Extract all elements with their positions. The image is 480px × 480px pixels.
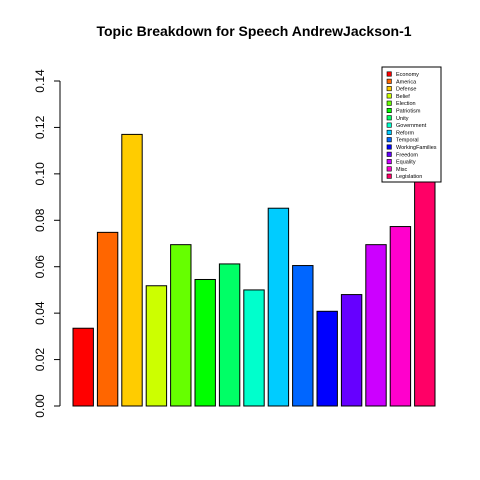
bar-defense	[121, 133, 143, 407]
y-tick-label: 0.10	[33, 162, 47, 186]
legend-label: America	[396, 79, 417, 85]
legend-label: Election	[396, 101, 416, 107]
legend-box	[381, 66, 442, 183]
bar-workingfamilies	[316, 310, 338, 407]
bar-misc	[389, 226, 412, 407]
bar-temporal	[292, 265, 314, 407]
legend-swatch	[386, 144, 392, 150]
legend-label: Government	[396, 123, 427, 129]
legend-swatch	[386, 129, 392, 135]
legend-swatch	[386, 86, 392, 92]
legend-label: Misc	[396, 167, 408, 173]
legend-swatch	[386, 173, 392, 179]
bar-america	[96, 231, 119, 407]
legend-swatch	[386, 108, 392, 114]
bar-election	[170, 244, 192, 407]
bar-government	[243, 289, 265, 407]
y-tick-label: 0.04	[33, 301, 47, 325]
legend-label: WorkingFamilies	[396, 145, 437, 151]
y-tick-label: 0.02	[33, 348, 47, 372]
legend-label: Equality	[396, 160, 416, 166]
legend-swatch	[386, 159, 392, 165]
legend-swatch	[386, 100, 392, 106]
legend-label: Freedom	[396, 152, 418, 158]
bars	[72, 133, 436, 407]
bar-reform	[267, 207, 290, 407]
legend-swatch	[386, 78, 392, 84]
legend-swatch	[386, 122, 392, 128]
legend-swatch	[386, 151, 392, 157]
legend-label: Unity	[396, 116, 409, 122]
y-tick-label: 0.08	[33, 208, 47, 232]
bar-freedom	[340, 294, 363, 407]
y-tick-label: 0.00	[33, 394, 47, 418]
bar-unity	[218, 263, 241, 407]
y-axis: 0.00 0.02 0.04 0.06 0.08 0.10 0.12 0.14	[33, 69, 61, 418]
chart-title: Topic Breakdown for Speech AndrewJackson…	[96, 23, 411, 39]
legend-swatch	[386, 137, 392, 143]
y-tick-label: 0.12	[33, 115, 47, 139]
legend-label: Patriotism	[396, 109, 421, 115]
bar-legislation	[414, 178, 436, 407]
y-tick-label: 0.14	[33, 69, 47, 93]
legend-label: Legislation	[396, 174, 422, 180]
legend-swatch	[386, 71, 392, 77]
legend-swatch	[386, 115, 392, 121]
bar-belief	[145, 285, 168, 407]
bar-equality	[365, 244, 387, 407]
legend-swatch	[386, 166, 392, 172]
y-tick-label: 0.06	[33, 255, 47, 279]
legend-label: Economy	[396, 72, 419, 78]
legend-swatch	[386, 93, 392, 99]
legend-label: Reform	[396, 130, 414, 136]
legend-label: Belief	[396, 94, 410, 100]
legend-label: Defense	[396, 87, 417, 93]
legend-label: Temporal	[396, 138, 419, 144]
bar-patriotism	[194, 278, 216, 407]
bar-economy	[72, 327, 94, 407]
